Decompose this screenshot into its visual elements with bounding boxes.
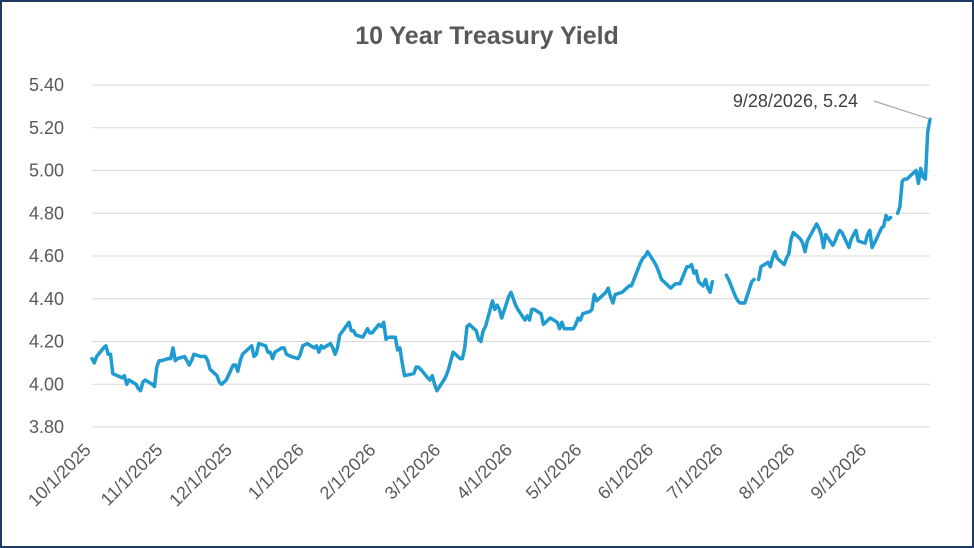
chart-title: 10 Year Treasury Yield: [355, 22, 619, 50]
y-tick-label: 4.80: [29, 203, 64, 223]
x-tick-label: 11/1/2025: [97, 440, 167, 510]
annotation-label: 9/28/2026, 5.24: [733, 91, 858, 111]
gridlines: [92, 84, 930, 428]
x-tick-label: 6/1/2026: [594, 440, 658, 504]
y-tick-label: 4.00: [29, 374, 64, 394]
series-line-segment: [90, 249, 715, 393]
y-tick-label: 3.80: [29, 417, 64, 437]
y-tick-label: 5.00: [29, 161, 64, 181]
y-tick-label: 4.60: [29, 246, 64, 266]
x-tick-label: 4/1/2026: [452, 440, 516, 504]
y-tick-label: 4.40: [29, 289, 64, 309]
x-tick-label: 3/1/2026: [381, 440, 445, 504]
series-line-segment: [895, 117, 932, 216]
y-tick-label: 5.20: [29, 118, 64, 138]
annotation: 9/28/2026, 5.24: [733, 91, 931, 120]
x-tick-label: 9/1/2026: [807, 440, 871, 504]
x-tick-label: 12/1/2025: [165, 440, 236, 511]
x-tick-label: 1/1/2026: [244, 440, 308, 504]
x-tick-label: 5/1/2026: [522, 440, 586, 504]
x-tick-label: 10/1/2025: [24, 440, 95, 511]
series-line-segment: [724, 273, 756, 305]
x-tick-label: 7/1/2026: [663, 440, 727, 504]
y-tick-label: 4.20: [29, 332, 64, 352]
series-lines: [90, 117, 932, 393]
annotation-leader-line: [873, 100, 931, 120]
x-tick-label: 2/1/2026: [316, 440, 380, 504]
series-line-segment: [756, 213, 893, 282]
x-tick-label: 8/1/2026: [735, 440, 799, 504]
y-tick-label: 5.40: [29, 75, 64, 95]
y-axis-tick-labels: 3.80 4.00 4.20 4.40 4.60 4.80 5.00 5.20 5.40: [29, 75, 64, 437]
